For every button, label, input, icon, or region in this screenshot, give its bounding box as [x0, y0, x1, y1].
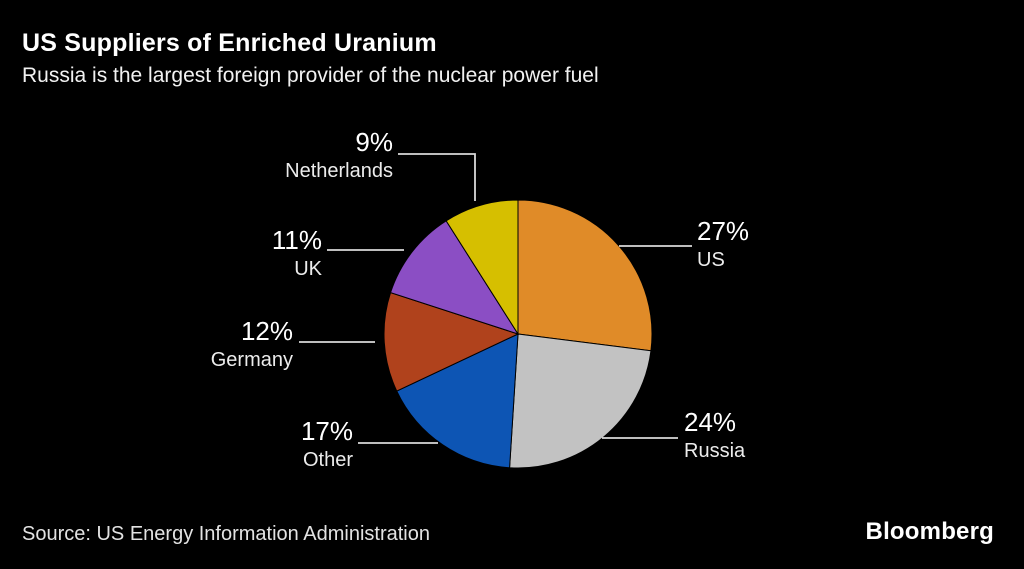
callout-other: 17% Other: [301, 416, 353, 472]
callout-russia-label: Russia: [684, 440, 746, 462]
callout-other-percent: 17%: [300, 416, 353, 446]
pie-slice-russia: [509, 333, 652, 469]
source-credit: Source: US Energy Information Administra…: [22, 523, 430, 545]
chart-title: US Suppliers of Enriched Uranium: [22, 29, 437, 57]
pie-slice-us: [517, 199, 653, 352]
callout-russia: 24% Russia: [684, 407, 745, 463]
callout-uk: 11% UK: [272, 225, 322, 281]
pie-slice-germany: [383, 291, 520, 392]
chart-header: US Suppliers of Enriched Uranium Russia …: [22, 28, 599, 89]
leader-line-netherlands: [398, 153, 476, 201]
pie-slice-netherlands: [445, 199, 519, 336]
callout-uk-percent: 11%: [271, 225, 322, 255]
callout-germany-percent: 12%: [240, 316, 293, 346]
callout-us-percent: 27%: [697, 216, 750, 246]
callout-us: 27% US: [697, 216, 749, 272]
callout-russia-percent: 24%: [684, 407, 737, 437]
chart-subtitle: Russia is the largest foreign provider o…: [22, 64, 599, 87]
callout-uk-label: UK: [294, 258, 322, 280]
pie-slice-other: [396, 333, 519, 469]
callout-germany-label: Germany: [210, 349, 293, 371]
callout-netherlands-percent: 9%: [355, 127, 393, 157]
callout-germany: 12% Germany: [211, 316, 293, 372]
callout-netherlands: 9% Netherlands: [285, 127, 393, 183]
callout-us-label: US: [697, 249, 725, 271]
pie-slices: [383, 199, 653, 469]
leader-lines: [299, 153, 692, 444]
bloomberg-logo: Bloomberg: [865, 518, 994, 545]
callout-netherlands-label: Netherlands: [285, 160, 393, 182]
pie-slice-uk: [389, 220, 520, 335]
callout-other-label: Other: [302, 449, 353, 471]
